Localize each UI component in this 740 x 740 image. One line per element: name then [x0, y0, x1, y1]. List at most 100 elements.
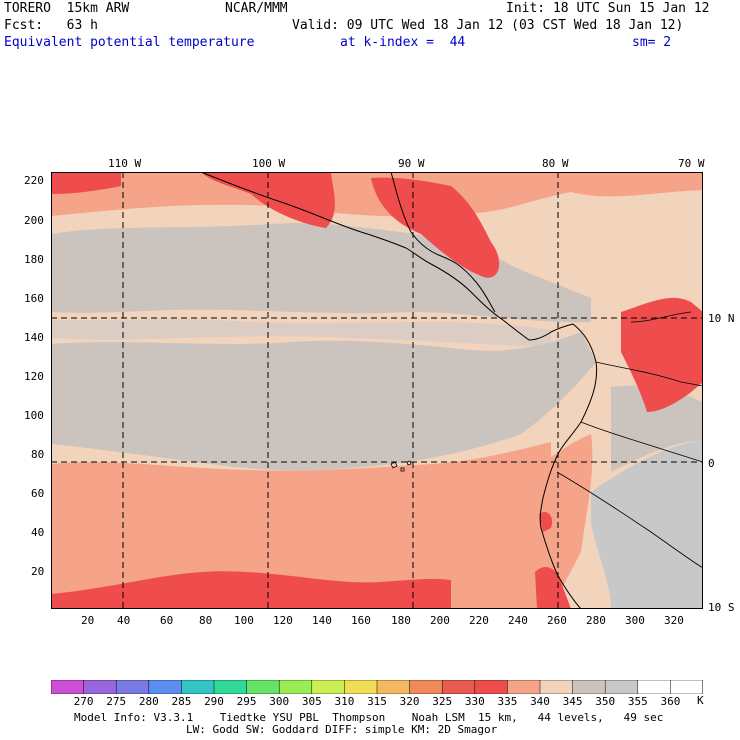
colorbar-swatch: [148, 680, 183, 694]
colorbar-swatch: [507, 680, 541, 694]
forecast-hour: Fcst: 63 h: [4, 18, 98, 33]
x-tick: 320: [664, 614, 684, 627]
colorbar: [51, 680, 703, 694]
x-tick: 260: [547, 614, 567, 627]
field-red-peru-coast: [535, 567, 571, 609]
field-red-mexico-coast: [201, 172, 335, 228]
colorbar-label: 330: [464, 695, 485, 708]
colorbar-swatch: [115, 680, 150, 694]
colorbar-swatch: [278, 680, 313, 694]
field-red-northwest: [51, 172, 121, 194]
field-grey-east-land-2: [611, 385, 703, 472]
lon-label-110w: 110 W: [108, 157, 142, 170]
colorbar-swatch: [670, 680, 703, 694]
colorbar-swatch: [604, 680, 639, 694]
colorbar-label: 285: [171, 695, 192, 708]
colorbar-label: 320: [399, 695, 420, 708]
field-red-central-america: [371, 177, 500, 278]
field-red-south-strip: [51, 571, 451, 609]
colorbar-label: 315: [367, 695, 387, 708]
field-grey-east-land: [591, 440, 703, 609]
colorbar-swatch: [344, 680, 378, 694]
model-label: TORERO 15km ARW: [4, 1, 130, 16]
equivalent-potential-temperature-map: [51, 172, 703, 609]
colorbar-swatch: [441, 680, 476, 694]
field-salmon-coast: [521, 434, 593, 609]
galapagos-islands: [390, 460, 412, 472]
init-time: Init: 18 UTC Sun 15 Jan 12: [506, 1, 710, 16]
y-tick: 100: [24, 409, 44, 422]
colorbar-swatch: [572, 680, 606, 694]
colorbar-swatch: [213, 680, 248, 694]
physics-info: LW: Godd SW: Goddard DIFF: simple KM: 2D…: [186, 723, 498, 736]
x-tick: 40: [117, 614, 131, 627]
x-tick: 160: [351, 614, 371, 627]
colorbar-label: 325: [432, 695, 453, 708]
colorbar-swatch: [51, 680, 85, 694]
colorbar-label: 345: [562, 695, 583, 708]
lon-label-70w: 70 W: [678, 157, 705, 170]
level-label: at k-index = 44: [340, 35, 466, 50]
field-red-ecuador: [539, 511, 553, 532]
colorbar-swatch: [409, 680, 443, 694]
colorbar-swatch: [181, 680, 215, 694]
y-tick: 160: [24, 292, 44, 305]
colorbar-swatch: [539, 680, 574, 694]
colorbar-label: 350: [595, 695, 616, 708]
border-south-america: [556, 311, 703, 569]
x-tick: 240: [508, 614, 528, 627]
graticule: [51, 172, 703, 609]
colorbar-label: 300: [269, 695, 290, 708]
colorbar-unit: K: [697, 694, 704, 707]
coastline-caribbean: [390, 172, 496, 313]
colorbar-label: 305: [301, 695, 322, 708]
field-title: Equivalent potential temperature: [4, 35, 255, 50]
colorbar-swatch: [474, 680, 509, 694]
lat-label-10s: 10 S: [708, 601, 735, 614]
colorbar-swatch: [376, 680, 411, 694]
y-tick: 120: [24, 370, 44, 383]
colorbar-swatch: [311, 680, 346, 694]
x-tick: 100: [234, 614, 254, 627]
x-tick: 200: [430, 614, 450, 627]
colorbar-swatch: [83, 680, 117, 694]
field-salmon-south: [51, 442, 551, 609]
smoothing-label: sm= 2: [632, 35, 672, 50]
coastline-south-america: [539, 323, 598, 609]
lat-label-10n: 10 N: [708, 312, 735, 325]
x-tick: 120: [273, 614, 293, 627]
colorbar-label: 295: [236, 695, 257, 708]
field-red-colombia: [621, 297, 703, 412]
coastline-central-america: [200, 172, 574, 341]
model-info: Model Info: V3.3.1 Tiedtke YSU PBL Thomp…: [74, 711, 664, 724]
map-frame: [51, 172, 703, 609]
x-tick: 300: [625, 614, 645, 627]
org-label: NCAR/MMM: [225, 1, 288, 16]
x-tick: 60: [160, 614, 174, 627]
colorbar-swatch: [637, 680, 672, 694]
x-tick: 140: [312, 614, 332, 627]
colorbar-label: 270: [73, 695, 94, 708]
colorbar-label: 335: [497, 695, 518, 708]
colorbar-label: 355: [627, 695, 648, 708]
x-tick: 220: [469, 614, 489, 627]
x-tick: 80: [199, 614, 213, 627]
lat-label-0: 0: [708, 457, 715, 470]
colorbar-label: 290: [204, 695, 224, 708]
lon-label-100w: 100 W: [252, 157, 286, 170]
colorbar-label: 280: [138, 695, 159, 708]
y-tick: 200: [24, 214, 44, 227]
y-tick: 180: [24, 253, 44, 266]
colorbar-label: 310: [334, 695, 355, 708]
colorbar-label: 340: [530, 695, 550, 708]
x-tick: 280: [586, 614, 606, 627]
colorbar-label: 275: [106, 695, 127, 708]
colorbar-label: 360: [660, 695, 681, 708]
field-band-grey-south: [51, 332, 596, 471]
y-tick: 80: [31, 448, 45, 461]
y-tick: 40: [31, 526, 45, 539]
lon-label-80w: 80 W: [542, 157, 569, 170]
colorbar-swatch: [246, 680, 280, 694]
x-tick: 180: [391, 614, 411, 627]
y-tick: 140: [24, 331, 44, 344]
